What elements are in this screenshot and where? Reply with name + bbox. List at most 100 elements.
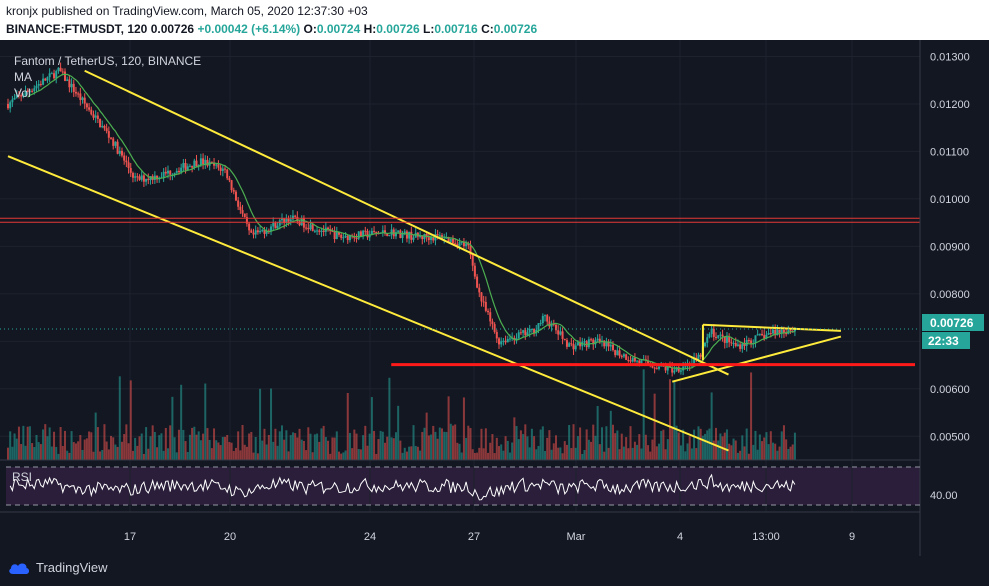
candle-body [22,95,25,97]
volume-bar [607,447,610,460]
volume-bar [294,433,297,460]
candle-body [427,237,430,241]
candle-body [710,328,713,334]
candle-body [131,172,134,178]
volume-bar [666,439,669,460]
candle-body [563,338,566,341]
candle-body [467,243,470,246]
volume-bar [156,447,159,460]
candle-body [504,340,507,343]
volume-bar [101,449,104,460]
volume-bar [327,440,330,460]
volume-bar [348,432,351,460]
volume-bar [140,433,143,460]
candle-body [640,359,643,364]
candle-body [767,332,770,335]
volume-bar [653,393,656,460]
volume-bar [351,448,354,460]
candle-body [188,165,191,167]
time-axis[interactable]: 17 20 24 27 Mar 4 13:00 9 [124,531,855,543]
price-axis[interactable]: 0.01300 0.01200 0.01100 0.01000 0.00900 0.008… [930,51,970,443]
candle-body [697,354,700,360]
tradingview-logo[interactable]: TradingView [8,560,108,575]
volume-bar [601,427,604,460]
candle-body [785,332,788,335]
candle-body [410,231,413,240]
volume-bar [644,434,647,460]
candle-body [134,176,137,178]
volume-bar [256,453,259,460]
volume-bar [675,425,678,460]
candle-body [114,141,117,146]
volume-bar [493,453,496,460]
volume-bar [368,433,371,460]
volume-bar [296,437,299,460]
candle-body [587,339,590,348]
volume-bar [765,432,768,460]
volume-bar [186,452,189,460]
candle-body [620,355,623,357]
candle-body [35,85,38,89]
volume-bar [232,451,235,460]
candle-body [771,329,774,334]
volume-bar [184,441,187,460]
volume-bar [390,437,393,460]
volume-bar [471,449,474,460]
time-tick: 20 [224,531,236,543]
volume-bar [408,446,411,460]
candle-body [101,125,104,128]
drawings[interactable] [0,69,920,452]
candle-body [627,359,630,361]
volume-bar [313,434,316,460]
volume-bar [66,450,69,460]
volume-bar [526,436,529,460]
volume-bar [215,440,218,460]
candle-body [81,97,84,100]
volume-bar [300,439,303,460]
volume-bar [355,433,358,460]
volume-bar [379,430,382,460]
volume-bar [188,434,191,460]
candle-body [237,200,240,207]
volume-bar [576,436,579,460]
chart-canvas[interactable]: 40.00 0.01300 0.01200 0.01100 0.01000 0.0090… [0,40,989,556]
candle-body [596,338,599,341]
volume-bar [739,450,742,460]
candle-body [70,83,73,88]
volume-bar [280,425,283,460]
volume-bar [478,447,481,460]
candle-body [195,160,198,167]
volume-bar [629,426,632,460]
candle-body [17,94,20,96]
volume-bar [686,443,689,460]
candle-body [118,150,121,154]
candle-body [750,340,753,344]
candle-body [675,367,678,371]
price-tick: 0.01200 [930,99,970,111]
volume-bar [544,450,547,460]
volume-bar [668,379,671,460]
candle-body [123,155,126,161]
volume-bar [498,446,501,460]
volume-bar [15,438,18,460]
candle-body [758,333,761,335]
candle-body [622,354,625,357]
last-price-tag: 0.00726 [930,316,974,330]
candle-body [502,340,505,342]
candle-body [162,171,165,178]
volume-bar [633,441,636,460]
volume-bar [688,436,691,460]
volume-bar [598,444,601,460]
volume-bar [690,448,693,460]
volume-bar [88,431,91,460]
open-label: O: [303,22,317,36]
candle-body [239,206,242,210]
candle-body [63,71,66,81]
volume-bar [381,431,384,460]
candle-body [335,232,338,240]
volume-bar [142,453,145,460]
volume-bar [305,450,308,460]
volume-bar [37,442,40,460]
candle-body [307,227,310,230]
candle-body [77,93,80,95]
